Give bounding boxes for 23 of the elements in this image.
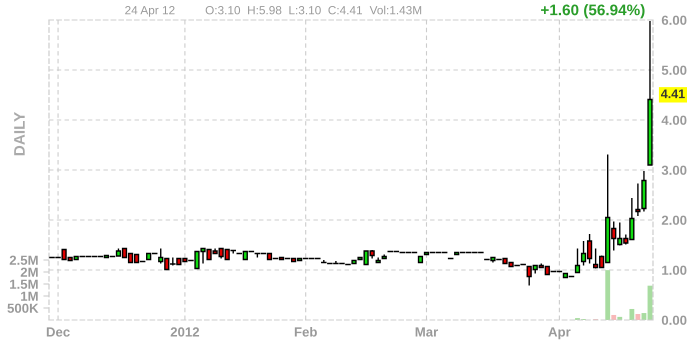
x-tick-label: Dec [46, 327, 70, 337]
y-tick-label: 5.00 [662, 66, 686, 75]
y2-tick-label: 500K [7, 304, 38, 313]
x-tick-label: 2012 [170, 327, 200, 337]
y-tick-label: 4.00 [662, 116, 686, 125]
x-tick-label: Apr [548, 327, 571, 340]
y2-tick-label: 1M [21, 292, 38, 301]
text: 4.41 [660, 89, 685, 98]
x-tick-label: Feb [294, 326, 317, 337]
y2-axis-title: DAILY [14, 112, 25, 156]
y2-tick-label: 2M [20, 268, 38, 277]
y-tick-label: 3.00 [662, 166, 686, 175]
y-tick-label: 1.00 [662, 266, 686, 275]
text: Vol:1.43M [370, 6, 422, 14]
text: 24 Apr 12 [125, 6, 175, 17]
x-tick-label: Mar [416, 327, 438, 337]
text: +1.60 (56.94%) [541, 4, 645, 18]
text: O:3.10 H:5.98 L:3.10 C:4.41 [206, 6, 362, 14]
y2-tick-label: 2.5M [10, 256, 38, 265]
y-tick-label: 6.00 [662, 16, 686, 25]
y-tick-label: 0.00 [662, 316, 686, 325]
y-tick-label: 2.00 [662, 216, 686, 225]
y2-tick-label: 1.5M [10, 280, 38, 289]
